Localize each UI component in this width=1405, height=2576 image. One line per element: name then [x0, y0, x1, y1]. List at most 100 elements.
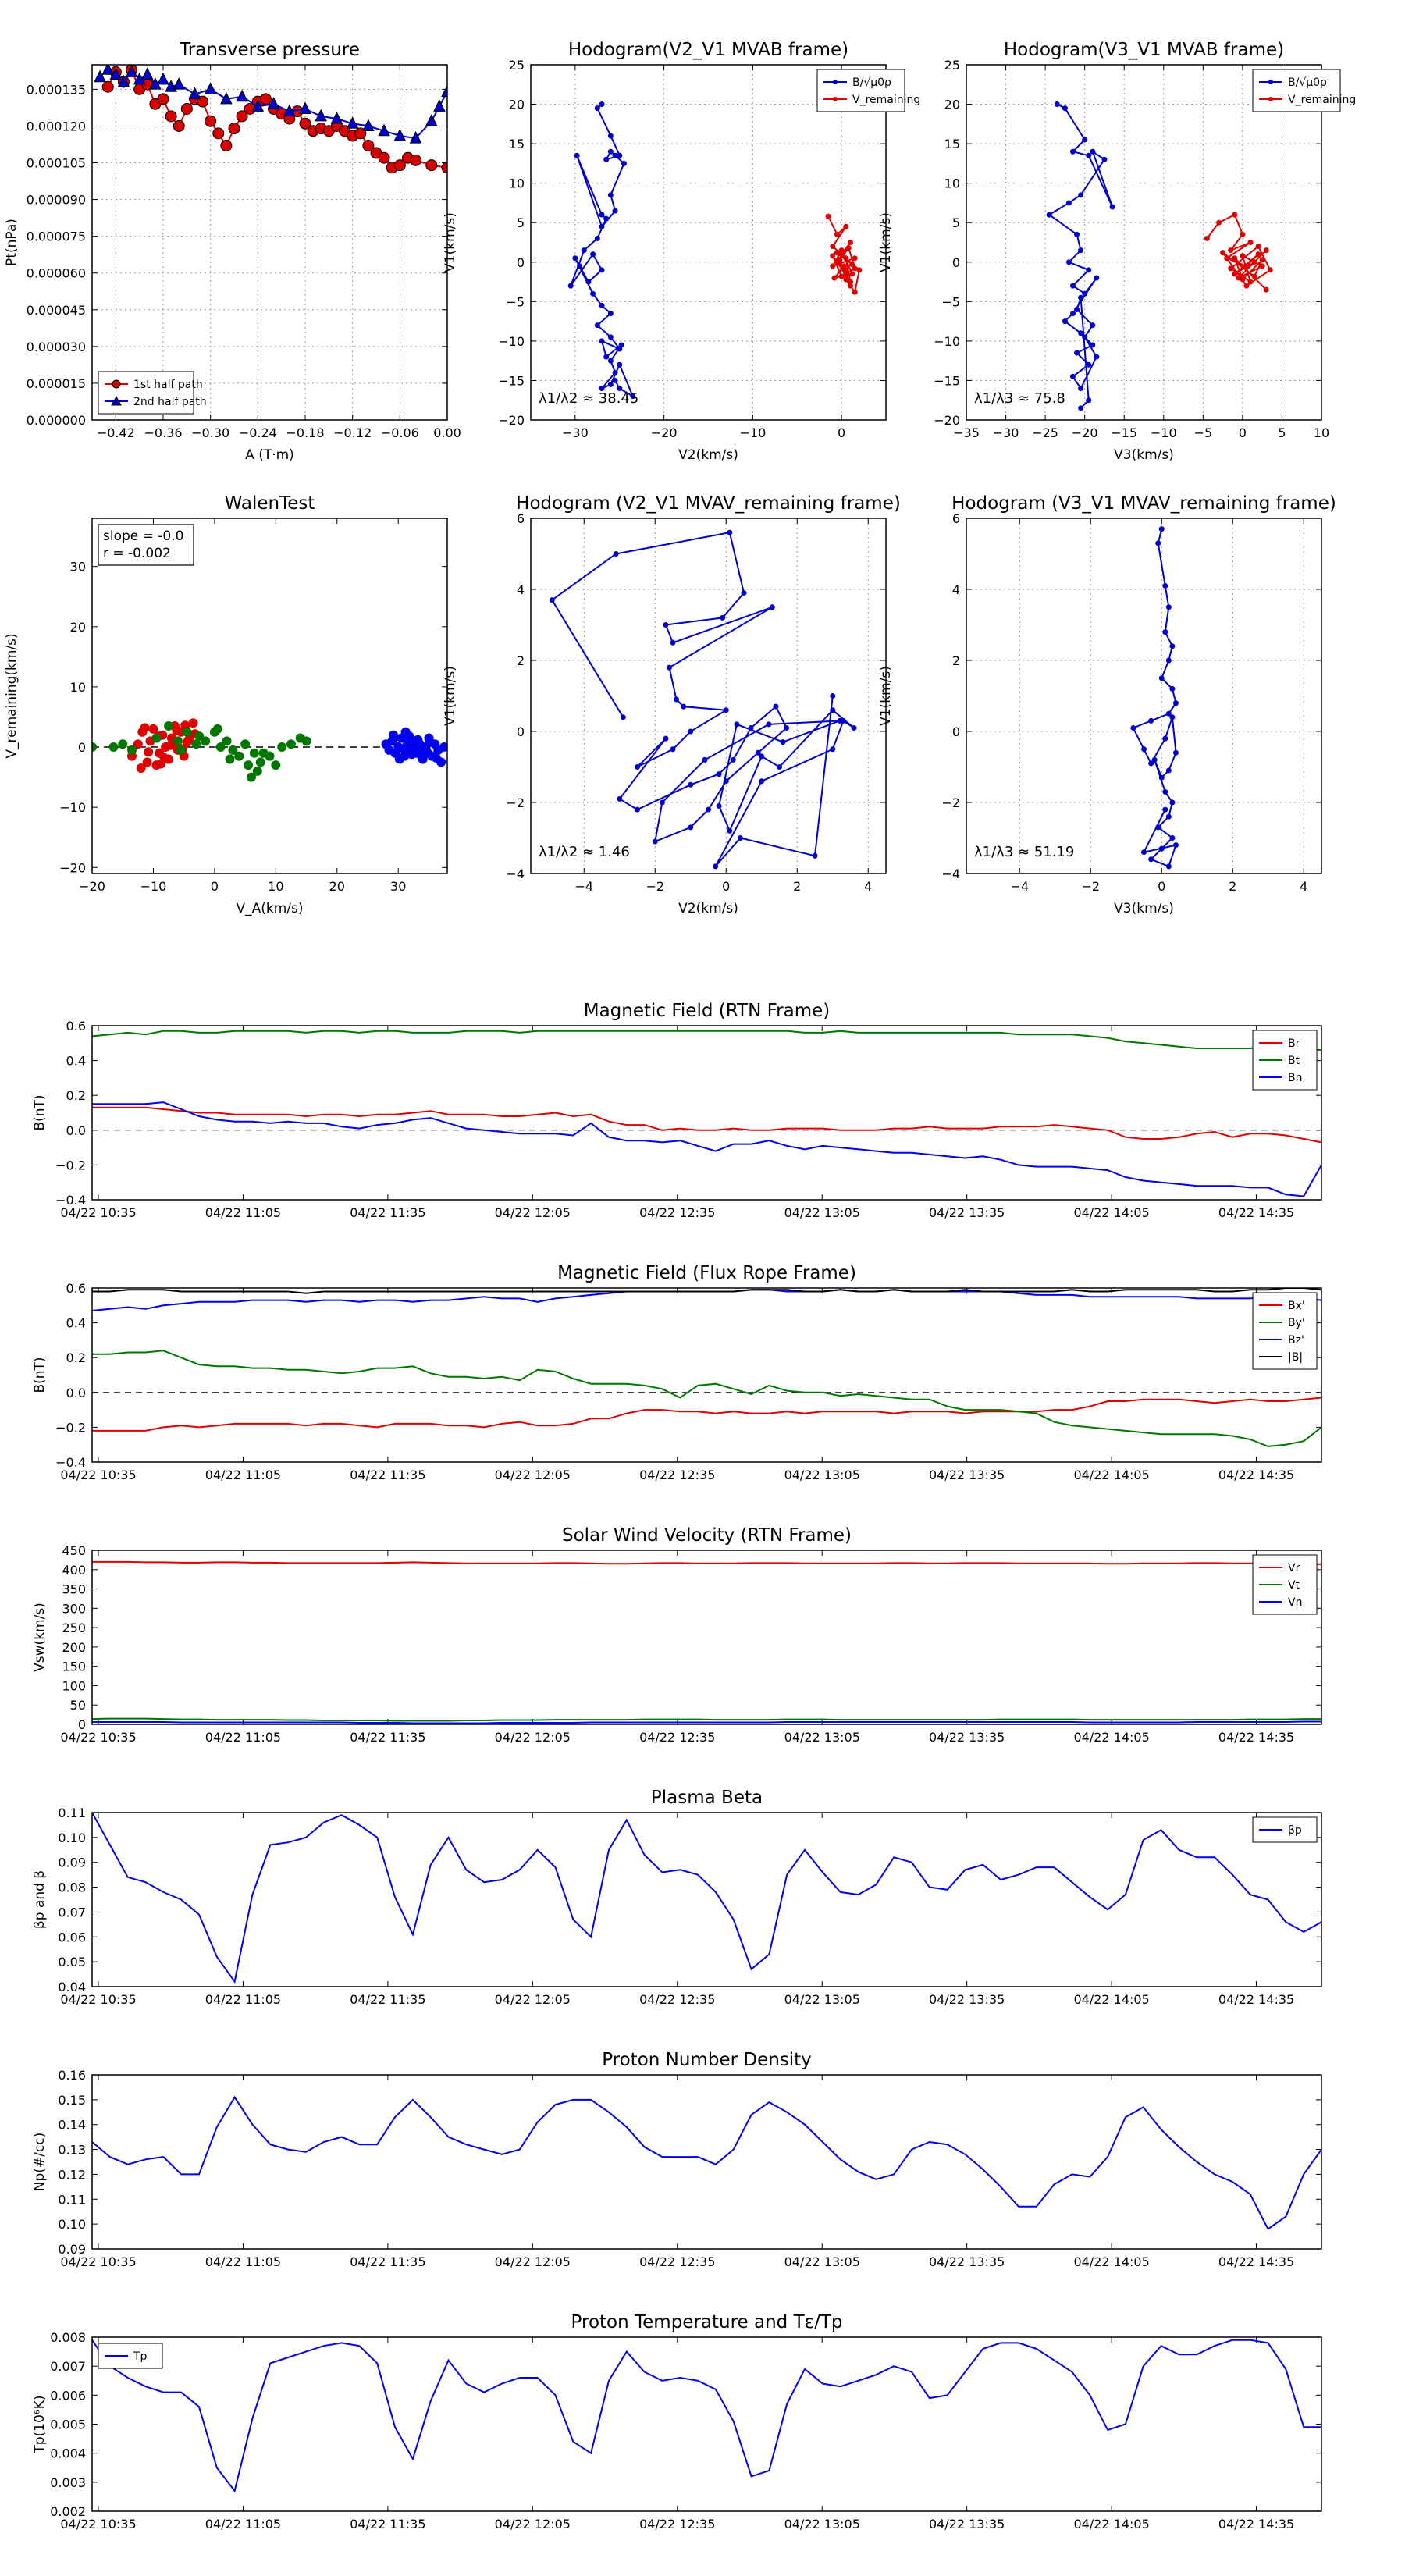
y-tick-label: 0.14 — [58, 2118, 86, 2133]
data-point — [101, 80, 114, 93]
data-point — [688, 728, 694, 735]
data-point — [151, 733, 162, 743]
data-point — [674, 696, 680, 703]
data-point — [404, 731, 414, 742]
x-tick-label: 20 — [329, 879, 345, 894]
y-tick-label: 4 — [517, 582, 525, 597]
data-point — [663, 735, 669, 742]
data-point — [825, 213, 831, 219]
x-axis-label: V3(km/s) — [1114, 447, 1174, 463]
y-tick-label: 200 — [62, 1640, 86, 1655]
data-point — [670, 746, 676, 753]
data-point — [681, 703, 687, 710]
legend-label: Bn — [1288, 1072, 1302, 1084]
x-tick-label: 04/22 12:05 — [495, 1730, 571, 1745]
data-point — [688, 781, 694, 788]
data-point — [852, 255, 858, 262]
legend-box — [98, 2343, 163, 2369]
y-tick-label: 0.000090 — [27, 193, 86, 208]
data-point — [834, 250, 840, 256]
data-point — [1232, 271, 1238, 277]
data-point — [1148, 760, 1154, 767]
data-point — [222, 736, 232, 746]
y-tick-label: −0.4 — [55, 1193, 86, 1208]
y-tick-label: 0 — [78, 740, 86, 755]
data-point — [1148, 717, 1154, 724]
y-tick-label: 10 — [509, 176, 525, 191]
data-point — [659, 799, 665, 806]
x-tick-label: −4 — [1010, 879, 1029, 894]
x-tick-label: −0.36 — [144, 425, 182, 440]
data-point — [599, 212, 605, 218]
x-tick-label: 04/22 12:35 — [639, 2517, 715, 2532]
x-tick-label: 2 — [793, 879, 801, 894]
data-point — [148, 724, 158, 734]
data-point — [1070, 373, 1076, 379]
x-tick-label: 04/22 11:05 — [205, 1468, 281, 1482]
data-point — [612, 208, 618, 214]
data-point — [1082, 137, 1088, 143]
x-tick-label: 04/22 13:35 — [929, 2254, 1005, 2269]
x-tick-label: −0.30 — [191, 425, 229, 440]
y-tick-label: −20 — [59, 860, 86, 875]
data-point — [255, 757, 265, 767]
data-point — [618, 342, 624, 348]
y-tick-label: 100 — [62, 1678, 86, 1693]
data-point — [1162, 788, 1168, 795]
data-point — [755, 749, 761, 756]
y-axis-label: βp and β — [32, 1870, 48, 1929]
data-point — [702, 756, 708, 763]
series-line-np — [92, 2095, 1321, 2230]
data-point — [1109, 204, 1115, 210]
legend-box — [1252, 69, 1341, 112]
data-point — [1155, 824, 1161, 831]
data-point — [603, 215, 610, 222]
y-tick-label: 450 — [62, 1543, 86, 1558]
data-point — [599, 223, 605, 229]
legend: Tp — [98, 2343, 163, 2369]
y-tick-label: 0.13 — [58, 2143, 86, 2158]
data-point — [723, 778, 729, 785]
data-point — [612, 369, 618, 375]
y-tick-label: 0.11 — [58, 2192, 86, 2207]
plot-frame — [91, 1550, 1322, 1725]
legend-label: Bx' — [1288, 1300, 1305, 1312]
x-axis-label: V2(km/s) — [678, 447, 738, 463]
chart-title: WalenTest — [225, 493, 315, 514]
y-tick-label: 0.004 — [50, 2446, 86, 2461]
data-point — [173, 119, 185, 132]
data-point — [1162, 629, 1168, 635]
data-point — [1158, 526, 1165, 532]
y-tick-label: −0.2 — [55, 1158, 86, 1172]
chart-title: Magnetic Field (Flux Rope Frame) — [557, 1263, 856, 1283]
data-point — [1247, 240, 1254, 245]
data-point — [228, 123, 240, 135]
legend-label: By' — [1288, 1317, 1305, 1329]
data-point — [1090, 148, 1096, 155]
x-tick-label: −0.06 — [381, 425, 419, 440]
x-axis-label: V3(km/s) — [1114, 901, 1174, 916]
data-point — [734, 721, 740, 728]
y-tick-label: 0.000135 — [27, 82, 86, 97]
plot-frame — [91, 518, 448, 874]
data-point — [1232, 255, 1238, 262]
data-point — [244, 760, 254, 770]
x-tick-label: 10 — [1314, 425, 1329, 440]
data-point — [234, 751, 244, 761]
data-point — [1148, 856, 1154, 863]
data-point — [1169, 799, 1176, 806]
y-tick-label: 20 — [944, 98, 960, 112]
data-point — [176, 745, 186, 755]
data-point — [1062, 318, 1068, 325]
x-tick-label: 0 — [722, 879, 730, 894]
data-point — [1165, 657, 1172, 664]
data-point — [716, 803, 722, 809]
data-point — [837, 258, 843, 264]
x-tick-label: 04/22 11:35 — [350, 1992, 425, 2007]
data-point — [577, 263, 583, 269]
data-point — [1086, 267, 1092, 273]
data-point — [838, 247, 845, 254]
data-point — [856, 267, 863, 273]
data-point — [769, 604, 775, 610]
chart-title: Hodogram (V3_V1 MVAV_remaining frame) — [951, 493, 1336, 514]
